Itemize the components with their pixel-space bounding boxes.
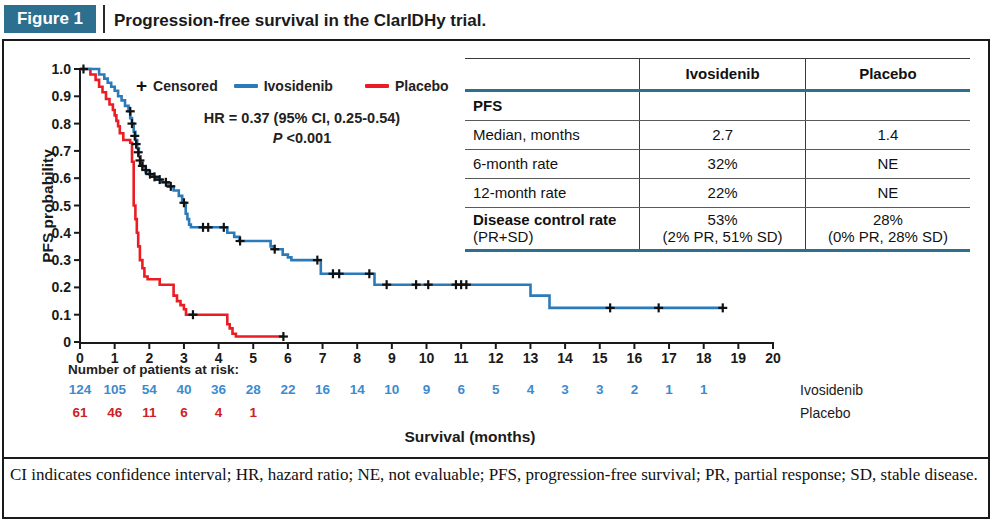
cell-value: 22% [640, 179, 806, 208]
dcr-sublabel: (PR+SD) [473, 228, 533, 245]
hr-line: HR = 0.37 (95% CI, 0.25-0.54) [142, 108, 462, 128]
table-row: 6-month rate 32% NE [465, 150, 970, 179]
footnote-text: CI indicates confidence interval; HR, ha… [2, 459, 990, 486]
legend-item-placebo: Placebo [365, 78, 449, 94]
svg-text:13: 13 [523, 350, 539, 366]
svg-text:14: 14 [557, 350, 573, 366]
svg-text:19: 19 [731, 350, 747, 366]
p-value: <0.001 [282, 130, 331, 146]
row-label-median: Median, months [465, 121, 640, 150]
x-axis-label: Survival (months) [310, 428, 630, 446]
svg-text:0.9: 0.9 [52, 88, 72, 104]
legend-label-placebo: Placebo [395, 78, 449, 94]
dcr-label: Disease control rate [473, 211, 616, 228]
results-table: Ivosidenib Placebo PFS Median, months 2.… [465, 58, 970, 252]
svg-text:1.0: 1.0 [52, 61, 72, 77]
svg-text:15: 15 [592, 350, 608, 366]
svg-text:12: 12 [488, 350, 504, 366]
row-label-6month: 6-month rate [465, 150, 640, 179]
svg-text:0: 0 [63, 334, 71, 350]
p-symbol: P [273, 130, 283, 146]
svg-text:0.1: 0.1 [52, 307, 72, 323]
cell-value [640, 91, 806, 121]
svg-text:20: 20 [765, 350, 781, 366]
svg-text:5: 5 [249, 350, 257, 366]
cell-value: NE [805, 150, 970, 179]
svg-text:0.8: 0.8 [52, 116, 72, 132]
svg-text:16: 16 [627, 350, 643, 366]
row-label-dcr: Disease control rate (PR+SD) [465, 208, 640, 251]
svg-text:18: 18 [696, 350, 712, 366]
legend-label-censored: Censored [153, 78, 218, 94]
at-risk-label-ivosidenib: Ivosidenib [800, 382, 863, 398]
legend-item-censored: + Censored [136, 78, 218, 94]
cell-value [805, 91, 970, 121]
placebo-line-icon [365, 84, 389, 88]
svg-text:8: 8 [353, 350, 361, 366]
legend-item-ivosidenib: Ivosidenib [234, 78, 333, 94]
svg-text:6: 6 [284, 350, 292, 366]
at-risk-value: 1 [233, 405, 273, 420]
svg-text:9: 9 [388, 350, 396, 366]
at-risk-value: 1 [684, 382, 724, 397]
at-risk-row-ivosidenib: 1241055440362822161410965433211 [0, 382, 800, 397]
svg-text:7: 7 [319, 350, 327, 366]
svg-text:17: 17 [661, 350, 677, 366]
p-value-line: P <0.001 [142, 128, 462, 148]
cell-value: NE [805, 179, 970, 208]
table-header-row: Ivosidenib Placebo [465, 59, 970, 91]
cell-value: 32% [640, 150, 806, 179]
table-row: Disease control rate (PR+SD) 53% (2% PR,… [465, 208, 970, 251]
at-risk-row-placebo: 614611641 [0, 405, 800, 420]
censored-plus-icon: + [136, 78, 147, 94]
at-risk-label-placebo: Placebo [800, 405, 851, 421]
cell-value: 28% (0% PR, 28% SD) [805, 208, 970, 251]
table-row: PFS [465, 91, 970, 121]
hazard-ratio-annotation: HR = 0.37 (95% CI, 0.25-0.54) P <0.001 [142, 108, 462, 149]
cell-value: 53% (2% PR, 51% SD) [640, 208, 806, 251]
table-row: 12-month rate 22% NE [465, 179, 970, 208]
header-empty [465, 59, 640, 91]
legend-label-ivosidenib: Ivosidenib [264, 78, 333, 94]
svg-text:11: 11 [454, 350, 469, 366]
table-row: Median, months 2.7 1.4 [465, 121, 970, 150]
header-placebo: Placebo [805, 59, 970, 91]
chart-legend: + Censored Ivosidenib Placebo [136, 76, 449, 96]
header-ivosidenib: Ivosidenib [640, 59, 806, 91]
row-label-pfs: PFS [465, 91, 640, 121]
ivosidenib-line-icon [234, 84, 258, 88]
cell-value: 1.4 [805, 121, 970, 150]
svg-text:10: 10 [419, 350, 435, 366]
svg-text:0.2: 0.2 [52, 279, 72, 295]
footnote-box: CI indicates confidence interval; HR, ha… [2, 457, 990, 519]
cell-value: 2.7 [640, 121, 806, 150]
y-axis-label: PFS probability [39, 138, 57, 274]
at-risk-heading: Number of patients at risk: [68, 362, 239, 377]
figure-panel: Figure 1 Progression-free survival in th… [0, 0, 992, 521]
row-label-12month: 12-month rate [465, 179, 640, 208]
